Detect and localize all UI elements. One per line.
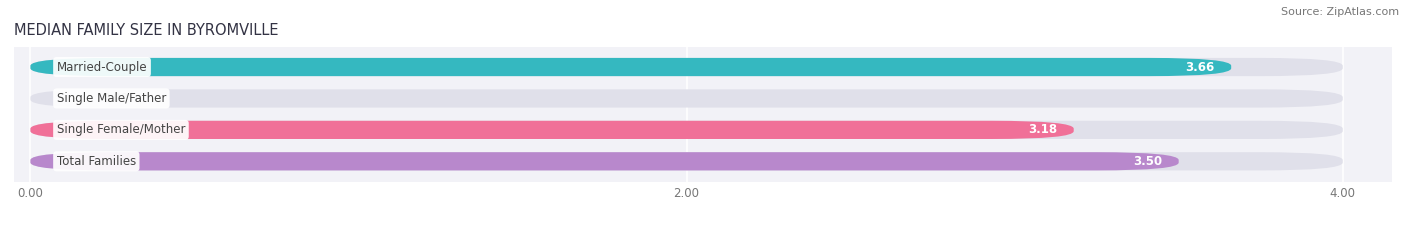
Text: Single Male/Father: Single Male/Father <box>56 92 166 105</box>
FancyBboxPatch shape <box>31 121 1343 139</box>
Text: Total Families: Total Families <box>56 155 136 168</box>
Text: Married-Couple: Married-Couple <box>56 61 148 74</box>
FancyBboxPatch shape <box>31 152 1178 170</box>
Text: Source: ZipAtlas.com: Source: ZipAtlas.com <box>1281 7 1399 17</box>
Text: 0.00: 0.00 <box>103 92 128 105</box>
FancyBboxPatch shape <box>31 58 1343 76</box>
FancyBboxPatch shape <box>31 89 1343 108</box>
Text: 3.18: 3.18 <box>1028 123 1057 136</box>
Text: Single Female/Mother: Single Female/Mother <box>56 123 186 136</box>
Text: 3.66: 3.66 <box>1185 61 1215 74</box>
FancyBboxPatch shape <box>31 121 1074 139</box>
FancyBboxPatch shape <box>31 152 1343 170</box>
Text: MEDIAN FAMILY SIZE IN BYROMVILLE: MEDIAN FAMILY SIZE IN BYROMVILLE <box>14 24 278 38</box>
Text: 3.50: 3.50 <box>1133 155 1163 168</box>
FancyBboxPatch shape <box>31 58 1232 76</box>
